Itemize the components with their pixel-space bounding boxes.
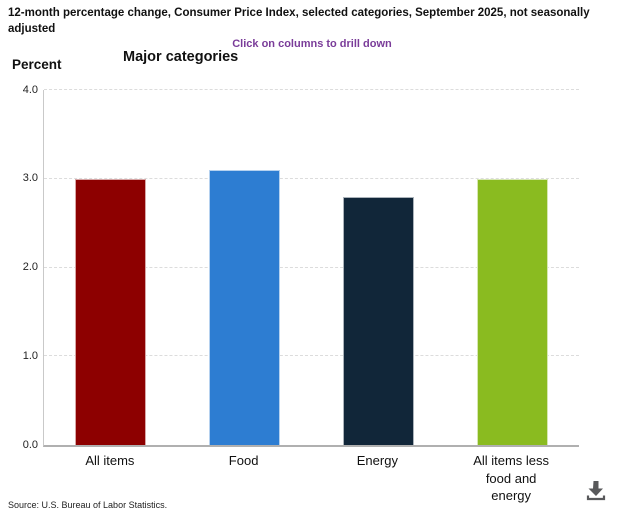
- bar-all-items[interactable]: [75, 178, 147, 445]
- y-tick-label: 0.0: [22, 438, 38, 451]
- y-tick-label: 1.0: [22, 349, 38, 362]
- chart-title: Major categories: [123, 49, 239, 65]
- plot-area: [43, 89, 579, 447]
- x-axis-label: Food: [228, 453, 259, 468]
- page-title: 12-month percentage change, Consumer Pri…: [8, 7, 590, 35]
- gridline: [44, 266, 579, 268]
- drilldown-hint: Click on columns to drill down: [232, 38, 392, 50]
- x-axis-label: All items: [85, 453, 135, 468]
- x-axis-label: All items less food and energy: [473, 453, 550, 503]
- bar-all-items-less-food-and-energy[interactable]: [476, 178, 548, 445]
- y-axis-title: Percent: [12, 57, 62, 72]
- source-note: Source: U.S. Bureau of Labor Statistics.: [8, 500, 168, 510]
- bar-food[interactable]: [209, 169, 281, 445]
- bar-energy[interactable]: [342, 196, 414, 445]
- gridline: [44, 177, 579, 179]
- gridline: [44, 89, 579, 90]
- download-icon[interactable]: [584, 479, 608, 501]
- gridline: [44, 355, 579, 357]
- y-tick-label: 2.0: [22, 261, 38, 273]
- y-tick-label: 3.0: [22, 172, 38, 185]
- x-axis-label: Energy: [356, 453, 398, 468]
- y-tick-label: 4.0: [22, 83, 38, 96]
